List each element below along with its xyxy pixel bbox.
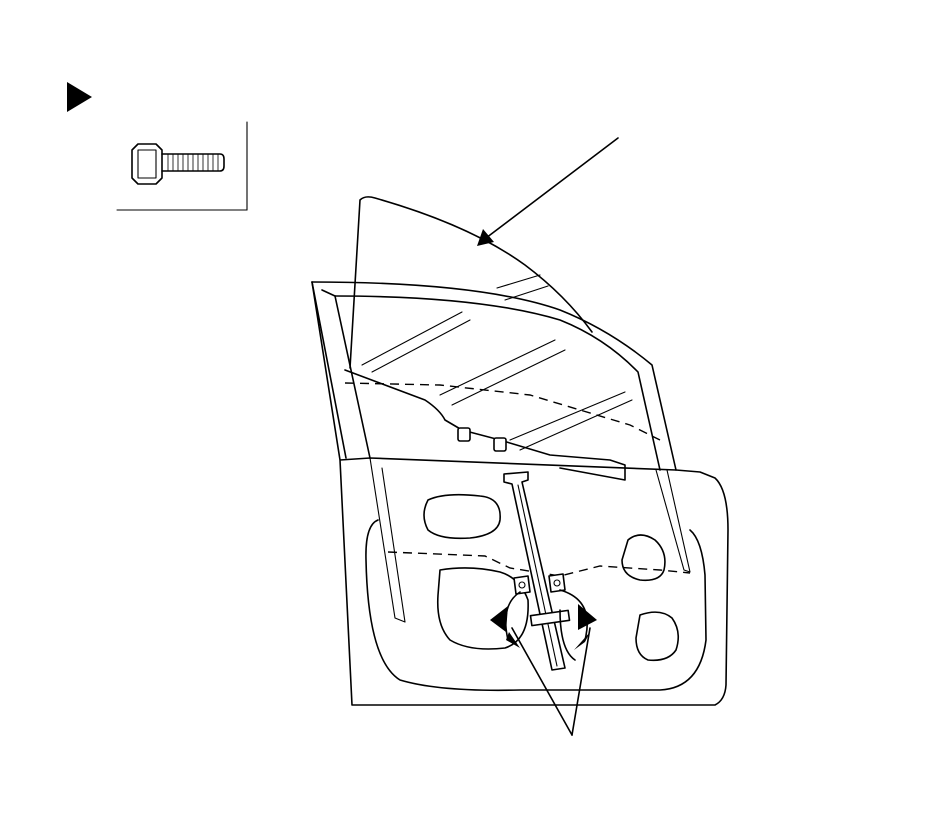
step-marker-icon xyxy=(67,82,92,112)
bolt-callout xyxy=(116,121,248,211)
service-hole xyxy=(423,493,501,540)
service-hole xyxy=(635,611,680,662)
glass-leader-arrow xyxy=(477,137,619,246)
glass-bolt-brackets xyxy=(513,573,566,595)
glass-mount-tab xyxy=(493,437,507,452)
door-inner-panel xyxy=(311,281,729,706)
glass-lower-edge xyxy=(344,369,661,481)
service-hole xyxy=(436,567,529,650)
flange-bolt-icon xyxy=(131,143,225,185)
service-hole xyxy=(621,534,666,582)
window-regulator-rail xyxy=(503,471,576,671)
bolt-leader-lines xyxy=(511,627,591,736)
door-window-frame xyxy=(311,281,677,471)
torque-arrow-icon xyxy=(559,589,597,650)
torque-arrow-icon xyxy=(490,591,521,648)
glass-mount-tab xyxy=(457,427,471,442)
